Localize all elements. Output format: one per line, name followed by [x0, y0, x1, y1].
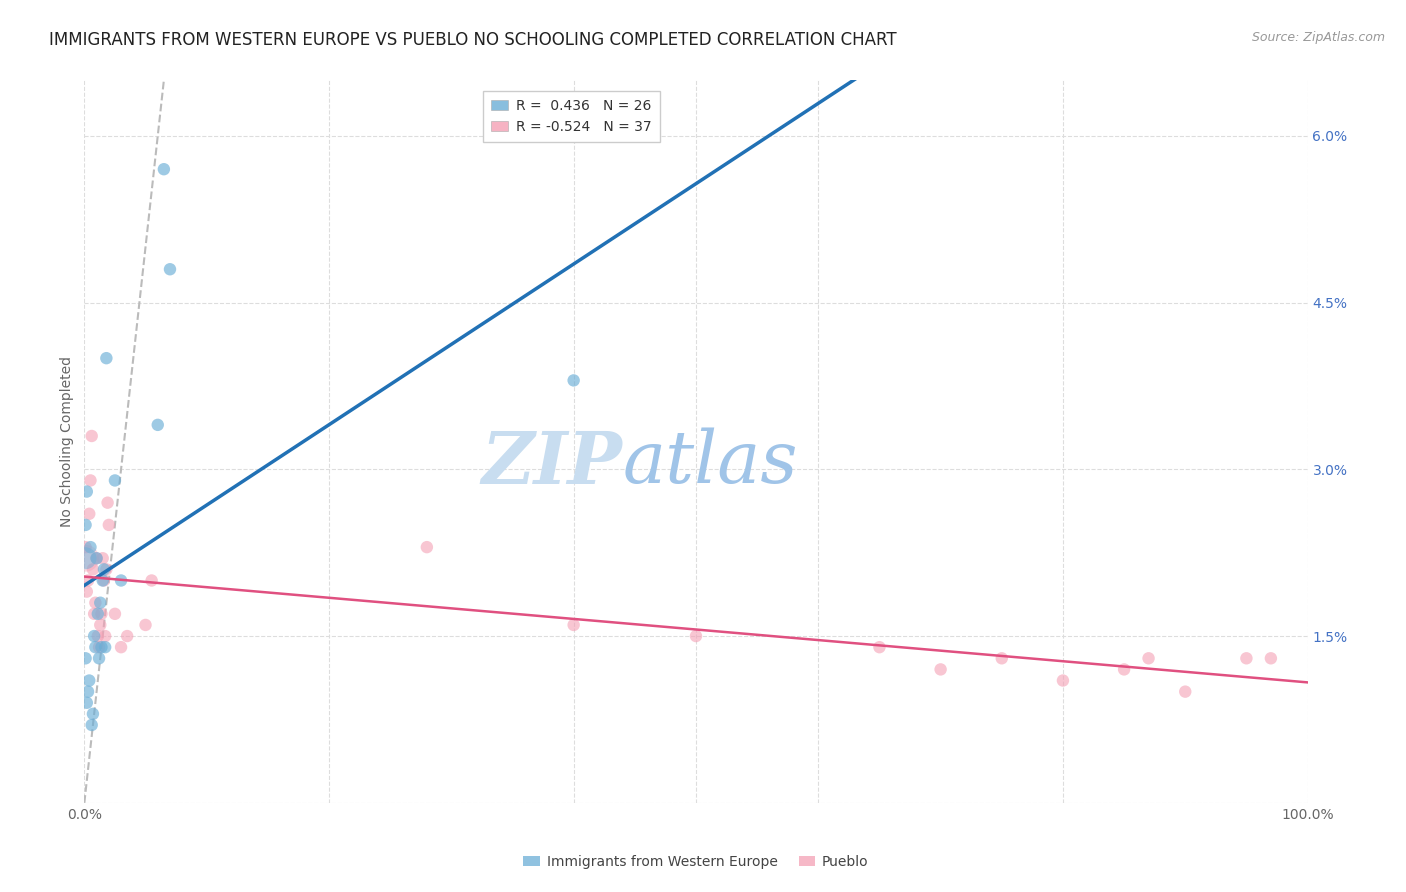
Point — [97, 496, 120, 510]
Point — [110, 640, 132, 655]
Point — [1260, 651, 1282, 665]
Point — [75, 551, 97, 566]
Point — [82, 706, 104, 721]
Point — [135, 618, 157, 632]
Point — [90, 640, 112, 655]
Point — [141, 574, 163, 588]
Y-axis label: No Schooling Completed: No Schooling Completed — [60, 356, 75, 527]
Point — [77, 673, 100, 688]
Point — [159, 262, 181, 277]
Point — [79, 540, 101, 554]
Point — [89, 618, 111, 632]
Point — [90, 607, 112, 621]
Point — [86, 551, 108, 566]
Point — [562, 618, 585, 632]
Point — [146, 417, 169, 432]
Point — [91, 574, 114, 588]
Point — [87, 629, 110, 643]
Legend: Immigrants from Western Europe, Pueblo: Immigrants from Western Europe, Pueblo — [517, 849, 875, 874]
Point — [94, 640, 117, 655]
Point — [75, 651, 97, 665]
Point — [84, 640, 107, 655]
Point — [89, 596, 111, 610]
Point — [79, 474, 101, 488]
Point — [75, 540, 97, 554]
Point — [1052, 673, 1074, 688]
Point — [76, 484, 98, 499]
Point — [82, 562, 104, 576]
Point — [76, 584, 98, 599]
Point — [77, 684, 100, 698]
Point — [416, 540, 439, 554]
Point — [84, 596, 107, 610]
Point — [1114, 662, 1136, 676]
Point — [991, 651, 1014, 665]
Point — [80, 718, 103, 732]
Text: IMMIGRANTS FROM WESTERN EUROPE VS PUEBLO NO SCHOOLING COMPLETED CORRELATION CHAR: IMMIGRANTS FROM WESTERN EUROPE VS PUEBLO… — [49, 31, 897, 49]
Point — [104, 607, 127, 621]
Point — [77, 507, 100, 521]
Point — [87, 607, 110, 621]
Text: Source: ZipAtlas.com: Source: ZipAtlas.com — [1251, 31, 1385, 45]
Point — [1174, 684, 1197, 698]
Point — [153, 162, 176, 177]
Point — [96, 562, 118, 576]
Point — [94, 629, 117, 643]
Point — [104, 474, 127, 488]
Point — [115, 629, 138, 643]
Point — [97, 517, 120, 532]
Point — [86, 551, 108, 566]
Point — [83, 607, 105, 621]
Point — [91, 551, 114, 566]
Point — [83, 629, 105, 643]
Point — [869, 640, 891, 655]
Point — [929, 662, 952, 676]
Point — [685, 629, 707, 643]
Text: atlas: atlas — [623, 428, 799, 499]
Point — [75, 551, 97, 566]
Point — [562, 373, 585, 387]
Point — [1137, 651, 1160, 665]
Point — [87, 651, 110, 665]
Point — [87, 640, 110, 655]
Text: ZIP: ZIP — [482, 428, 623, 499]
Point — [1236, 651, 1258, 665]
Point — [77, 574, 100, 588]
Point — [80, 429, 103, 443]
Point — [110, 574, 132, 588]
Point — [96, 351, 118, 366]
Point — [75, 517, 97, 532]
Point — [93, 574, 115, 588]
Point — [93, 562, 115, 576]
Point — [76, 696, 98, 710]
